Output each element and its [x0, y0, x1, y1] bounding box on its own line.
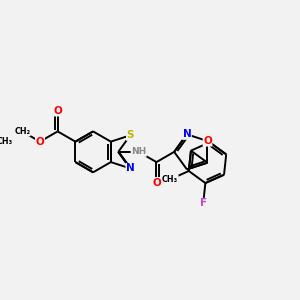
- Text: N: N: [182, 129, 191, 139]
- Text: O: O: [152, 178, 161, 188]
- Text: N: N: [126, 164, 135, 173]
- Text: CH₃: CH₃: [162, 175, 178, 184]
- Text: CH₃: CH₃: [0, 137, 13, 146]
- Text: S: S: [127, 130, 134, 140]
- Text: O: O: [36, 136, 44, 147]
- Text: O: O: [36, 136, 44, 147]
- Text: CH₂: CH₂: [14, 127, 30, 136]
- Text: NH: NH: [131, 147, 146, 156]
- Text: O: O: [203, 136, 212, 146]
- Text: F: F: [200, 198, 207, 208]
- Text: O: O: [53, 106, 62, 116]
